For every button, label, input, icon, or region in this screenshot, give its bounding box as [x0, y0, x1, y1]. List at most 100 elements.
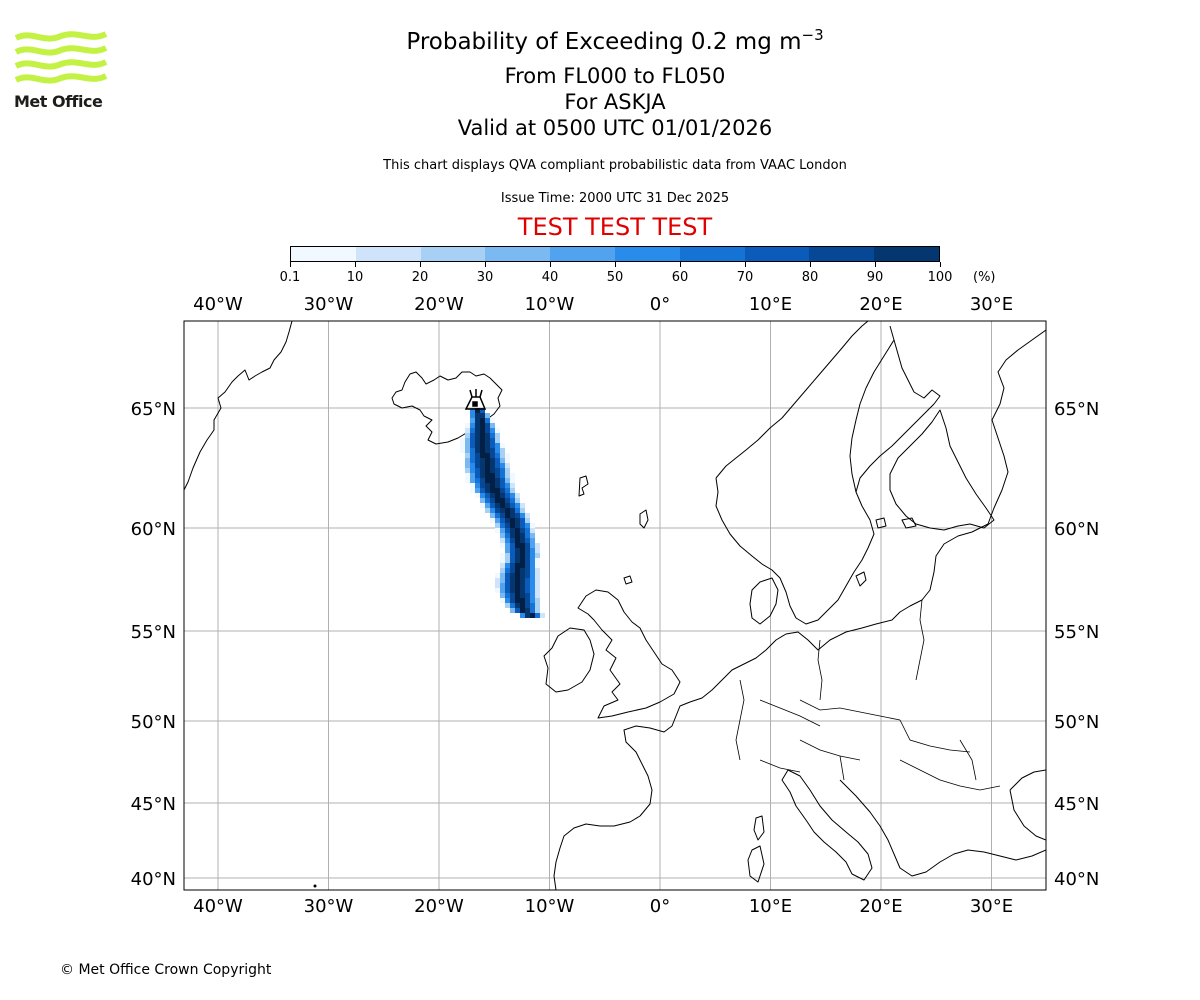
- plume-cell: [515, 578, 520, 583]
- plume-cell: [525, 513, 530, 518]
- plume-cell: [520, 588, 525, 593]
- plume-cell: [515, 558, 520, 563]
- plume-cell: [485, 423, 490, 428]
- plume-cell: [475, 473, 480, 478]
- plume-cell: [480, 438, 485, 443]
- plume-cell: [500, 578, 505, 583]
- plume-cell: [495, 478, 500, 483]
- map-gridlines: [184, 321, 1046, 890]
- plume-cell: [490, 503, 495, 508]
- plume-cell: [470, 453, 475, 458]
- plume-cell: [535, 603, 540, 608]
- coast-ireland: [543, 627, 595, 693]
- plume-cell: [495, 518, 500, 523]
- volcano-name: For ASKJA: [564, 90, 666, 114]
- plume-cell: [485, 488, 490, 493]
- plume-cell: [535, 613, 540, 618]
- plume-cell: [510, 523, 515, 528]
- plume-cell: [470, 473, 475, 478]
- colorbar-segment: [679, 247, 745, 261]
- plume-cell: [535, 588, 540, 593]
- plume-cell: [490, 513, 495, 518]
- plume-cell: [470, 488, 475, 493]
- plume-cell: [505, 493, 510, 498]
- plume-cell: [500, 448, 505, 453]
- plume-cell: [500, 533, 505, 538]
- plume-cell: [490, 438, 495, 443]
- plume-cell: [505, 453, 510, 458]
- plume-cell: [520, 503, 525, 508]
- plume-cell: [510, 498, 515, 503]
- chart-title-main: Probability of Exceeding 0.2 mg m: [406, 29, 802, 55]
- plume-cell: [470, 423, 475, 428]
- colorbar-label: 0.1: [279, 270, 301, 285]
- plume-cell: [465, 478, 470, 483]
- plume-cell: [505, 578, 510, 583]
- plume-cell: [480, 453, 485, 458]
- chart-title-superscript: −3: [801, 26, 824, 44]
- plume-cell: [510, 548, 515, 553]
- plume-cell: [490, 433, 495, 438]
- flight-levels: From FL000 to FL050: [504, 64, 726, 88]
- plume-cell: [520, 553, 525, 558]
- colorbar-label: 10: [346, 270, 364, 285]
- plume-cell: [465, 423, 470, 428]
- latitude-label: 40°N: [1054, 869, 1099, 890]
- plume-cell: [520, 578, 525, 583]
- plume-cell: [510, 488, 515, 493]
- colorbar-segment: [355, 247, 421, 261]
- plume-cell: [515, 513, 520, 518]
- plume-cell: [520, 518, 525, 523]
- plume-cell: [505, 473, 510, 478]
- colorbar-label: 50: [606, 270, 624, 285]
- plume-cell: [490, 418, 495, 423]
- plume-cell: [510, 563, 515, 568]
- longitude-label: 10°W: [525, 896, 575, 917]
- plume-cell: [465, 438, 470, 443]
- longitude-label: 30°W: [304, 896, 354, 917]
- plume-cell: [530, 613, 535, 618]
- plume-cell: [470, 468, 475, 473]
- plume-cell: [515, 523, 520, 528]
- plume-cell: [490, 443, 495, 448]
- plume-cell: [500, 508, 505, 513]
- plume-cell: [495, 578, 500, 583]
- longitude-label: 20°E: [859, 896, 902, 917]
- plume-cell: [485, 468, 490, 473]
- plume-cell: [515, 598, 520, 603]
- plume-cell: [480, 423, 485, 428]
- plume-cell: [500, 558, 505, 563]
- plume-cell: [520, 513, 525, 518]
- plume-cell: [525, 543, 530, 548]
- plume-cell: [525, 573, 530, 578]
- plume-cell: [505, 568, 510, 573]
- plume-cell: [480, 468, 485, 473]
- plume-cell: [530, 578, 535, 583]
- plume-cell: [495, 458, 500, 463]
- plume-cell: [495, 588, 500, 593]
- plume-cell: [495, 473, 500, 478]
- plume-cell: [505, 478, 510, 483]
- plume-cell: [490, 428, 495, 433]
- colorbar-segment: [744, 247, 810, 261]
- plume-cell: [510, 583, 515, 588]
- plume-cell: [505, 538, 510, 543]
- plume-cell: [510, 593, 515, 598]
- plume-cell: [510, 573, 515, 578]
- plume-cell: [500, 518, 505, 523]
- plume-cell: [500, 503, 505, 508]
- plume-cell: [460, 448, 465, 453]
- plume-cell: [475, 468, 480, 473]
- colorbar-tick: [549, 262, 551, 267]
- plume-cell: [485, 463, 490, 468]
- colorbar-tick: [354, 262, 356, 267]
- plume-cell: [495, 498, 500, 503]
- plume-cell: [500, 468, 505, 473]
- plume-cell: [505, 468, 510, 473]
- latitude-label: 45°N: [1054, 794, 1099, 815]
- plume-cell: [520, 573, 525, 578]
- plume-cell: [485, 418, 490, 423]
- plume-cell: [510, 543, 515, 548]
- longitude-label: 30°W: [304, 294, 354, 315]
- plume-cell: [495, 428, 500, 433]
